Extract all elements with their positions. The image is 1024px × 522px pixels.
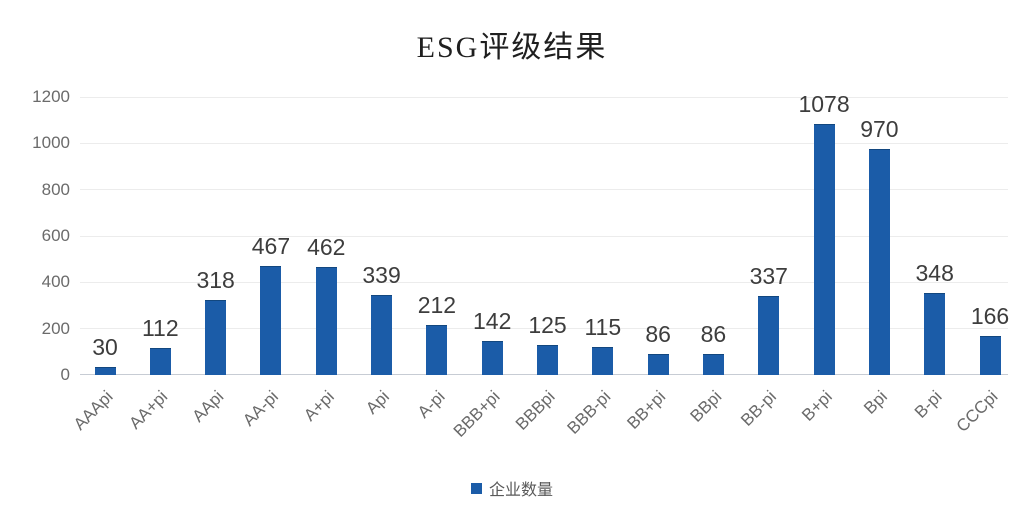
x-axis-category-label: AApi xyxy=(188,387,228,426)
x-axis-category-label: BBB-pi xyxy=(563,387,615,438)
bar-value-label: 348 xyxy=(915,260,954,287)
bar-value-label: 970 xyxy=(860,116,899,143)
y-axis-tick-label: 1200 xyxy=(32,87,70,106)
gridline xyxy=(80,235,1008,237)
x-axis-category-label: A+pi xyxy=(299,387,338,425)
x-axis-category-label: A-pi xyxy=(413,387,449,422)
bar-value-label: 339 xyxy=(362,262,401,289)
bar-AApi xyxy=(205,300,227,375)
bar-A-pi xyxy=(426,324,448,375)
plot-area: 0 200 400 600 800 1000 1200 30 112 318 467 462 339 21… xyxy=(32,87,1009,384)
x-axis-category-label: AA+pi xyxy=(125,387,172,433)
bar-value-label: 115 xyxy=(584,314,622,341)
x-axis-category-label: B-pi xyxy=(911,387,947,422)
bar-value-label: 462 xyxy=(307,233,346,260)
bar-BB-pi xyxy=(758,295,780,375)
bar-value-label: 125 xyxy=(528,312,567,339)
bar-B+pi xyxy=(813,124,835,375)
bar-value-label: 318 xyxy=(196,267,235,294)
bar-AA-pi xyxy=(260,265,282,375)
x-axis-category-label: Api xyxy=(362,387,393,418)
bar-BBBpi xyxy=(537,345,558,375)
y-axis-tick-label: 800 xyxy=(41,179,70,199)
gridline xyxy=(80,142,1008,144)
legend: 企业数量 xyxy=(0,476,1024,500)
bar-BBB-pi xyxy=(592,347,614,375)
legend-label: 企业数量 xyxy=(488,482,553,499)
x-axis-category-label: BBB+pi xyxy=(449,387,504,441)
legend-marker-icon xyxy=(470,482,482,494)
gridline xyxy=(80,328,1008,330)
bar-Api xyxy=(371,295,393,375)
y-axis-tick-label: 200 xyxy=(41,318,70,338)
bar-Bpi xyxy=(868,149,890,375)
x-axis-category-label: BB-pi xyxy=(737,387,781,430)
bar-value-label: 86 xyxy=(645,321,671,348)
y-axis-tick-label: 600 xyxy=(41,226,70,245)
x-axis-category-label: CCCpi xyxy=(952,387,1002,436)
bar-value-label: 142 xyxy=(473,308,512,335)
gridline xyxy=(80,281,1008,283)
x-axis-category-label: AA-pi xyxy=(239,387,283,430)
y-axis-tick-label: 0 xyxy=(60,365,70,384)
bar-value-label: 337 xyxy=(749,262,788,289)
x-axis-labels: AAApi AA+pi AApi AA-pi A+pi Api A-pi BBB+pi BBBp… xyxy=(70,375,1008,465)
bar-value-label: 30 xyxy=(92,334,118,361)
x-axis-category-label: BBpi xyxy=(686,387,725,426)
bar-BBB+pi xyxy=(481,341,503,375)
x-axis-category-label: BBBpi xyxy=(512,387,559,434)
bar-value-label: 86 xyxy=(700,321,727,348)
bar-A+pi xyxy=(315,266,337,375)
bar-value-label: 212 xyxy=(417,291,457,318)
y-axis-tick-label: 1000 xyxy=(32,133,70,153)
gridline xyxy=(80,189,1008,191)
bar-BB+pi xyxy=(647,354,669,375)
bar-value-label: 467 xyxy=(251,232,291,259)
bar-AAApi xyxy=(94,367,116,375)
y-axis-tick-label: 400 xyxy=(41,272,70,292)
bar-BBpi xyxy=(702,354,724,375)
bar-CCCpi xyxy=(979,335,1001,375)
bar-AA+pi xyxy=(149,348,171,375)
bar-value-label: 1078 xyxy=(798,91,850,118)
gridline xyxy=(80,96,1008,98)
x-axis-category-label: B+pi xyxy=(797,387,836,425)
bar-value-label: 166 xyxy=(970,302,1010,329)
x-axis-category-label: Bpi xyxy=(859,387,891,418)
x-axis-category-label: BB+pi xyxy=(623,387,670,433)
bar-value-label: 112 xyxy=(141,315,179,342)
bar-B-pi xyxy=(924,293,946,375)
chart-title: ESG评级结果 xyxy=(416,31,608,64)
x-axis-category-label: AAApi xyxy=(69,387,117,434)
